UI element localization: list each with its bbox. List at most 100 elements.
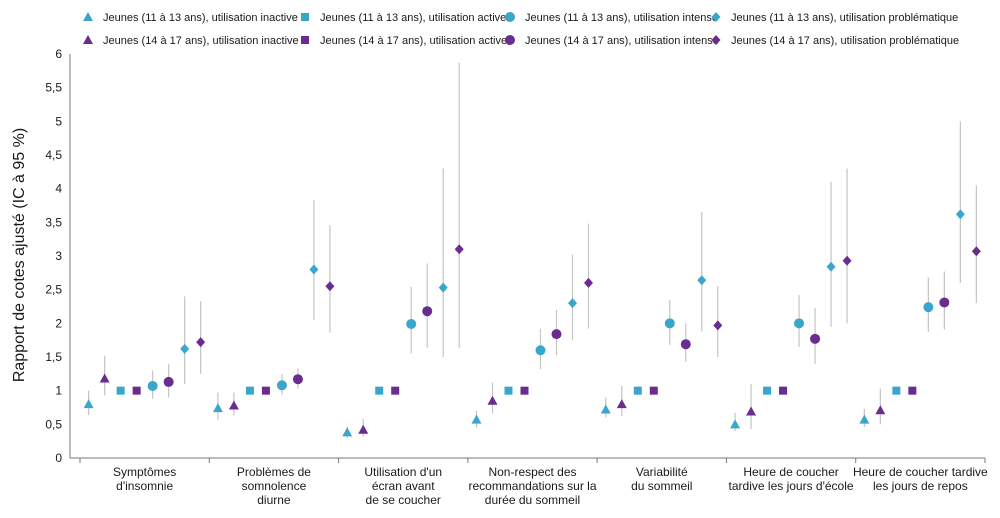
data-point: [245, 386, 254, 395]
data-point: [228, 400, 239, 410]
legend-marker: [301, 13, 309, 21]
data-point: [471, 414, 482, 424]
data-point: [276, 380, 287, 391]
legend-label: Jeunes (11 à 13 ans), utilisation intens…: [525, 12, 718, 24]
data-point: [616, 399, 627, 409]
data-point: [196, 337, 206, 348]
data-point: [842, 255, 852, 266]
data-point: [535, 345, 546, 356]
legend-item: Jeunes (14 à 17 ans), utilisation intens…: [505, 35, 719, 47]
data-point: [375, 386, 384, 395]
legend-item: Jeunes (14 à 17 ans), utilisation problé…: [711, 35, 959, 47]
legend-marker: [711, 12, 721, 22]
data-point: [680, 339, 691, 350]
data-point: [697, 275, 707, 286]
legend-marker: [505, 35, 515, 45]
category-label: Heure de coucher tardive les jours d'écol…: [729, 465, 854, 493]
data-point: [292, 374, 303, 385]
legend-label: Jeunes (14 à 17 ans), utilisation active: [320, 35, 507, 47]
data-point: [875, 405, 886, 415]
data-point: [551, 329, 562, 340]
y-tick-label: 5,5: [45, 81, 62, 95]
data-point: [422, 306, 433, 317]
legend-label: Jeunes (11 à 13 ans), utilisation active: [320, 12, 506, 24]
data-point: [83, 399, 94, 409]
data-point: [261, 386, 270, 395]
legend-marker: [301, 36, 309, 44]
y-tick-label: 2,5: [45, 283, 62, 297]
legend-marker: [83, 35, 93, 44]
data-point: [180, 343, 190, 354]
y-tick-label: 6: [55, 47, 62, 61]
data-point: [730, 419, 741, 429]
data-point: [779, 386, 788, 395]
data-point: [342, 427, 353, 437]
data-point: [746, 406, 757, 416]
legend-label: Jeunes (14 à 17 ans), utilisation intens…: [525, 35, 719, 47]
data-point: [923, 302, 934, 313]
y-axis-label: Rapport de cotes ajusté (IC à 95 %): [11, 128, 28, 382]
y-tick-label: 5: [55, 114, 62, 128]
data-markers: [83, 209, 981, 437]
data-point: [325, 281, 335, 292]
data-point: [649, 386, 658, 395]
data-point: [406, 319, 417, 330]
legend-item: Jeunes (14 à 17 ans), utilisation inacti…: [83, 35, 299, 47]
category-labels: Symptômes d'insomnie Problèmes de somnolenc…: [113, 465, 988, 507]
legend-item: Jeunes (11 à 13 ans), utilisation problé…: [711, 12, 958, 24]
y-tick-label: 2: [55, 316, 62, 330]
data-point: [391, 386, 400, 395]
data-point: [971, 246, 981, 257]
legend-item: Jeunes (11 à 13 ans), utilisation inacti…: [83, 12, 298, 24]
data-point: [454, 244, 464, 255]
data-point: [99, 373, 110, 383]
category-label: Non-respect des recommandations sur la dur…: [468, 465, 596, 507]
data-point: [939, 297, 950, 308]
data-point: [892, 386, 901, 395]
legend-label: Jeunes (14 à 17 ans), utilisation problé…: [731, 35, 959, 47]
data-point: [763, 386, 772, 395]
data-point: [309, 264, 319, 275]
data-point: [358, 424, 369, 434]
chart-legend: Jeunes (11 à 13 ans), utilisation inacti…: [83, 12, 959, 47]
data-point: [132, 386, 141, 395]
data-point: [487, 395, 498, 405]
legend-label: Jeunes (14 à 17 ans), utilisation inacti…: [103, 35, 299, 47]
data-point: [908, 386, 917, 395]
data-point: [713, 320, 723, 331]
data-point: [438, 282, 448, 293]
category-label: Heure de coucher tardive les jours de rep…: [853, 465, 988, 493]
data-point: [826, 261, 836, 272]
y-tick-label: 4: [55, 182, 62, 196]
y-tick-label: 0,5: [45, 417, 62, 431]
category-label: Variabilité du sommeil: [631, 465, 692, 493]
legend-item: Jeunes (14 à 17 ans), utilisation active: [301, 35, 507, 47]
y-tick-label: 3: [55, 249, 62, 263]
data-point: [147, 380, 158, 391]
data-point: [600, 404, 611, 414]
legend-label: Jeunes (11 à 13 ans), utilisation problé…: [731, 12, 958, 24]
legend-marker: [83, 12, 93, 21]
y-tick-label: 1: [55, 384, 62, 398]
legend-item: Jeunes (11 à 13 ans), utilisation active: [301, 12, 506, 24]
legend-label: Jeunes (11 à 13 ans), utilisation inacti…: [103, 12, 298, 24]
category-label: Symptômes d'insomnie: [113, 465, 176, 493]
data-point: [212, 403, 223, 413]
y-tick-label: 3,5: [45, 215, 62, 229]
data-point: [955, 209, 965, 220]
x-axis: [70, 457, 986, 463]
legend-marker: [711, 35, 721, 45]
data-point: [568, 298, 577, 309]
data-point: [859, 414, 870, 424]
data-point: [794, 318, 805, 329]
data-point: [664, 318, 675, 329]
data-point: [584, 277, 593, 288]
y-tick-label: 0: [55, 451, 62, 465]
error-bars: [88, 62, 977, 438]
y-axis: 0 0,5 1 1,5 2 2,5 3 3,5 4 4,5 5 5,5 6: [45, 47, 71, 465]
data-point: [520, 386, 529, 395]
data-point: [504, 386, 513, 395]
category-label: Problèmes de somnolence diurne: [237, 465, 311, 507]
data-point: [633, 386, 642, 395]
